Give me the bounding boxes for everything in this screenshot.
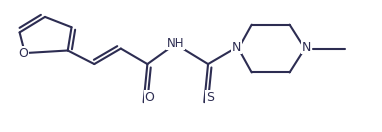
Text: N: N bbox=[232, 41, 241, 54]
Text: NH: NH bbox=[167, 37, 185, 50]
Text: S: S bbox=[206, 91, 214, 103]
Text: N: N bbox=[302, 41, 311, 54]
Text: O: O bbox=[144, 91, 154, 103]
Text: O: O bbox=[18, 47, 28, 60]
